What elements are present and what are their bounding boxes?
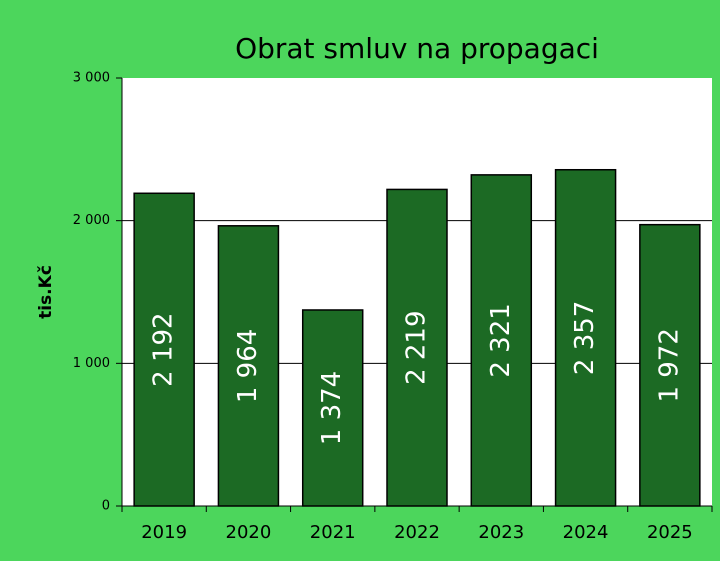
value-label: 2 192 xyxy=(149,312,179,386)
value-label: 2 357 xyxy=(570,301,600,375)
bar xyxy=(301,309,364,507)
bar xyxy=(639,223,701,507)
y-tick-label: 0 xyxy=(102,499,110,514)
y-tick-label: 2 000 xyxy=(73,213,110,228)
chart-title: Obrat smluv na propagaci xyxy=(235,32,599,65)
value-label: 2 321 xyxy=(486,303,516,377)
bar xyxy=(217,225,280,507)
y-tick-label: 1 000 xyxy=(73,356,110,371)
x-tick-label: 2019 xyxy=(141,522,187,543)
x-tick-label: 2021 xyxy=(310,522,356,543)
value-label: 1 374 xyxy=(317,371,347,445)
value-label: 2 219 xyxy=(402,310,432,384)
value-label: 1 964 xyxy=(233,329,263,403)
x-tick-label: 2023 xyxy=(478,522,524,543)
value-label: 1 972 xyxy=(654,328,684,402)
bar xyxy=(386,188,448,507)
x-tick-label: 2022 xyxy=(394,522,440,543)
x-tick-label: 2025 xyxy=(647,522,693,543)
x-tick-label: 2020 xyxy=(226,522,272,543)
x-tick-label: 2024 xyxy=(563,522,609,543)
y-tick-label: 3 000 xyxy=(73,71,110,86)
y-axis-label: tis.Kč xyxy=(36,265,56,319)
bar xyxy=(133,192,195,507)
